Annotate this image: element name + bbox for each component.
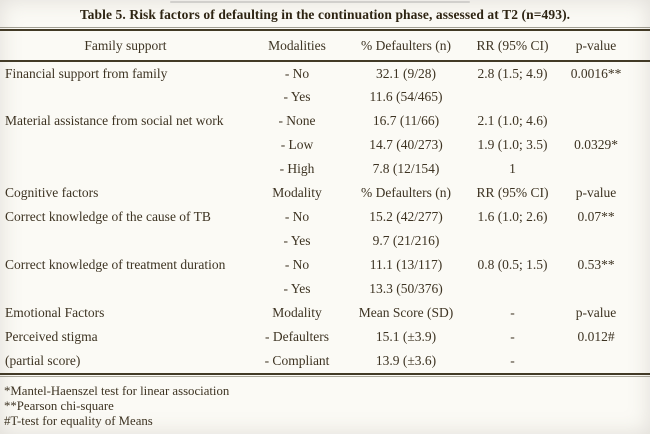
cell-rr: - — [510, 353, 515, 368]
cell-p — [556, 109, 650, 133]
cell-defaulters: 13.3 (50/376) — [369, 281, 443, 296]
cell-rr: 2.8 (1.5; 4.9) — [477, 65, 548, 81]
footnote-pearson: **Pearson chi-square — [4, 399, 114, 413]
cell-rr: 2.1 (1.0; 4.6) — [477, 113, 548, 128]
cell-p: 0.07** — [577, 209, 615, 224]
table-row: Perceived stigma - Defaulters 15.1 (±3.9) -… — [0, 325, 650, 349]
cell-factor: Correct knowledge of treatment duration — [5, 257, 226, 272]
cell-factor: Correct knowledge of the cause of TB — [5, 209, 211, 224]
cell-defaulters: % Defaulters (n) — [361, 185, 451, 200]
cell-p — [556, 85, 650, 109]
cell-defaulters: 15.1 (±3.9) — [375, 329, 437, 344]
cell-defaulters: 32.1 (9/28) — [376, 65, 436, 81]
cell-modality: - Yes — [283, 281, 311, 296]
cell-factor: Material assistance from social net work — [5, 113, 224, 128]
cell-p — [556, 229, 650, 253]
footnote-mantel-haenszel: *Mantel-Haenszel test for linear associa… — [4, 384, 230, 398]
cell-modality: - No — [284, 65, 310, 81]
cell-rr: - — [510, 329, 515, 344]
risk-factors-table: Family support Modalities % Defaulters (… — [0, 31, 650, 373]
footnote-t-test: #T-test for equality of Means — [4, 414, 153, 428]
cell-rr — [469, 229, 556, 253]
cell-modality: - Yes — [283, 89, 311, 104]
table-title: Table 5. Risk factors of defaulting in t… — [79, 7, 571, 22]
cell-factor: (partial score) — [5, 353, 81, 368]
cell-modality: Modality — [272, 185, 322, 200]
cell-rr — [469, 85, 556, 109]
table-footnotes: *Mantel-Haenszel test for linear associa… — [0, 384, 650, 429]
cell-modality: - Defaulters — [264, 329, 330, 344]
cell-rr: 1.9 (1.0; 3.5) — [477, 137, 548, 152]
cell-defaulters: 15.2 (42/277) — [369, 209, 443, 224]
cell-factor: Emotional Factors — [5, 305, 105, 320]
cell-rr — [469, 277, 556, 301]
table-row: Correct knowledge of treatment duration -… — [0, 253, 650, 277]
cell-modality: - None — [278, 113, 316, 128]
table-row: (partial score) - Compliant 13.9 (±3.6) - — [0, 349, 650, 373]
cell-p: 0.0016** — [570, 65, 622, 81]
table-row: Cognitive factors Modality % Defaulters (n… — [0, 181, 650, 205]
cell-defaulters: Mean Score (SD) — [358, 305, 454, 320]
cell-rr: 0.8 (0.5; 1.5) — [477, 257, 548, 272]
table-row: - Yes 13.3 (50/376) — [0, 277, 650, 301]
table-row: Financial support from family - No 32.1 (9… — [0, 61, 650, 85]
header-row: Family support Modalities % Defaulters (… — [0, 31, 650, 61]
cell-factor — [0, 157, 251, 181]
cell-p: p-value — [575, 185, 617, 200]
table-row: Material assistance from social net work… — [0, 109, 650, 133]
cell-factor: Cognitive factors — [5, 185, 99, 200]
cell-modality: Modality — [272, 305, 322, 320]
table-row: Correct knowledge of the cause of TB - No… — [0, 205, 650, 229]
cell-modality: - Compliant — [264, 353, 330, 368]
cell-rr: - — [510, 305, 515, 320]
cell-rr: 1 — [509, 161, 516, 176]
cell-factor — [0, 229, 251, 253]
cell-p — [556, 349, 650, 373]
cell-p — [556, 157, 650, 181]
cell-p: 0.012# — [577, 329, 615, 344]
title-rule — [0, 27, 650, 31]
cell-modality: - Low — [280, 137, 314, 152]
cell-rr: 1.6 (1.0; 2.6) — [477, 209, 548, 224]
table-row: - Yes 9.7 (21/216) — [0, 229, 650, 253]
column-header-modalities: Modalities — [268, 37, 326, 53]
cell-factor: Financial support from family — [5, 65, 168, 81]
cell-p: 0.0329* — [574, 137, 618, 152]
cell-factor — [0, 277, 251, 301]
column-header-defaulters: % Defaulters (n) — [361, 37, 451, 53]
cell-modality: - High — [279, 161, 315, 176]
column-header-rr: RR (95% CI) — [476, 37, 549, 53]
cell-factor — [0, 133, 251, 157]
column-header-p-value: p-value — [575, 37, 617, 53]
cell-defaulters: 11.6 (54/465) — [369, 89, 443, 104]
table-row: - High 7.8 (12/154) 1 — [0, 157, 650, 181]
cell-p: p-value — [575, 305, 617, 320]
scan-artifact — [170, 1, 470, 3]
table-row: - Yes 11.6 (54/465) — [0, 85, 650, 109]
cell-p: 0.53** — [577, 257, 615, 272]
table-row: - Low 14.7 (40/273) 1.9 (1.0; 3.5) 0.0329* — [0, 133, 650, 157]
cell-modality: - No — [284, 209, 310, 224]
column-header-family-support: Family support — [84, 37, 167, 53]
cell-modality: - Yes — [283, 233, 311, 248]
cell-defaulters: 9.7 (21/216) — [372, 233, 440, 248]
cell-defaulters: 14.7 (40/273) — [369, 137, 443, 152]
cell-defaulters: 13.9 (±3.6) — [375, 353, 437, 368]
table-body: Financial support from family - No 32.1 (9… — [0, 61, 650, 373]
table-row: Emotional Factors Modality Mean Score (SD)… — [0, 301, 650, 325]
cell-p — [556, 277, 650, 301]
cell-defaulters: 16.7 (11/66) — [372, 113, 440, 128]
cell-defaulters: 11.1 (13/117) — [369, 257, 443, 272]
cell-defaulters: 7.8 (12/154) — [372, 161, 440, 176]
cell-factor — [0, 85, 251, 109]
cell-modality: - No — [284, 257, 310, 272]
cell-rr: RR (95% CI) — [476, 185, 549, 200]
cell-factor: Perceived stigma — [5, 329, 98, 344]
table-bottom-rule — [0, 373, 650, 377]
